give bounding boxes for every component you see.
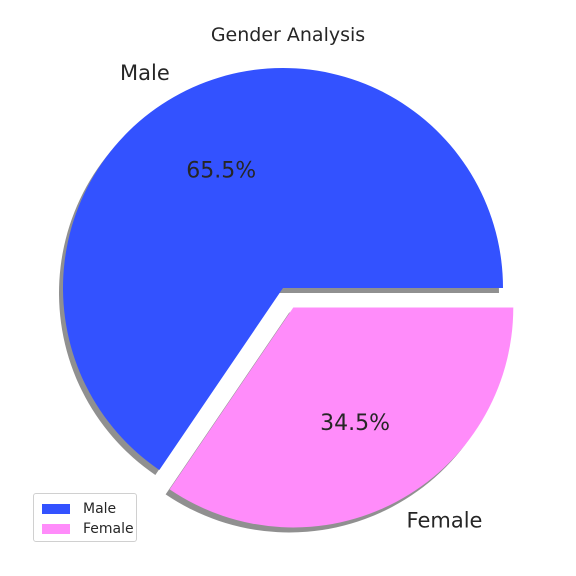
pie-labels: Male 65.5% Female 34.5% <box>120 61 482 532</box>
chart-title: Gender Analysis <box>211 24 365 46</box>
legend-swatch-female <box>42 524 70 534</box>
pie-slices <box>63 68 514 528</box>
percent-label-female: 34.5% <box>320 411 390 436</box>
pie-slice-male <box>63 68 504 470</box>
percent-label-male: 65.5% <box>186 158 256 183</box>
legend-item-female: Female <box>42 520 134 538</box>
legend-swatch-male <box>42 504 70 514</box>
legend-label-female: Female <box>83 521 134 537</box>
slice-label-male: Male <box>120 61 170 85</box>
chart-legend: Male Female <box>33 493 137 542</box>
legend-label-male: Male <box>83 501 117 517</box>
pie-slice-female <box>169 307 514 528</box>
legend-item-male: Male <box>42 500 116 518</box>
slice-label-female: Female <box>407 508 483 532</box>
